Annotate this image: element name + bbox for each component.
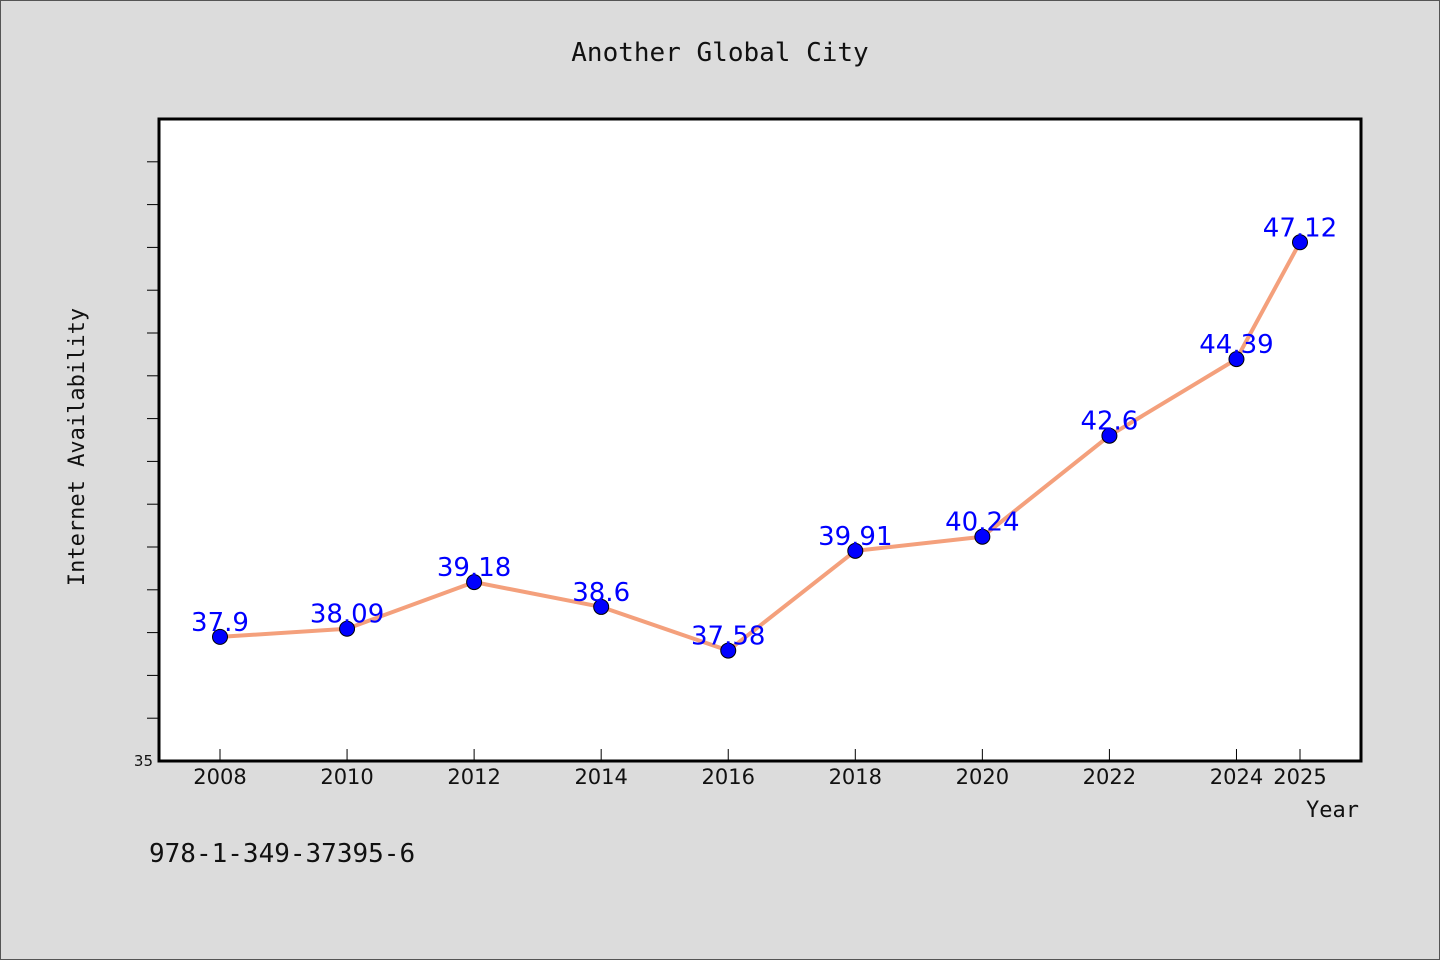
plot-area (157, 117, 1363, 763)
data-point (212, 628, 228, 645)
data-label: 44.39 (1199, 330, 1273, 360)
x-axis-label: Year (1306, 798, 1359, 823)
series-line-group (218, 240, 1302, 653)
data-label: 37.9 (191, 608, 249, 638)
data-label: 38.09 (310, 600, 384, 630)
x-tick-label: 2016 (702, 765, 755, 789)
data-point (1101, 427, 1118, 444)
x-axis-ticks (219, 749, 1301, 761)
data-label: 39.91 (818, 522, 892, 552)
x-tick-label: 2014 (574, 765, 627, 789)
isbn-footer: 978-1-349-37395-6 (149, 839, 415, 869)
data-markers (212, 234, 1308, 659)
data-point (847, 542, 864, 559)
data-label: 39.18 (437, 553, 511, 583)
data-point (974, 528, 991, 545)
data-label: 40.24 (945, 508, 1019, 538)
data-point (1228, 351, 1245, 368)
x-axis-tick-labels: 2008 2010 2012 2014 2016 2018 2020 2022 2024 2025 (193, 765, 1326, 789)
data-label: 37.58 (691, 622, 765, 652)
x-tick-label: 2024 (1210, 765, 1263, 789)
x-tick-label: 2020 (956, 765, 1009, 789)
x-tick-label: 2010 (320, 765, 373, 789)
data-point (1292, 234, 1308, 251)
data-label: 38.6 (572, 578, 630, 608)
x-tick-label: 2025 (1273, 765, 1326, 789)
x-tick-label: 2018 (829, 765, 882, 789)
y-axis-label: Internet Availability (65, 308, 90, 586)
data-point (339, 620, 356, 637)
data-point (593, 598, 610, 615)
chart-title: Another Global City (571, 38, 868, 68)
x-tick-label: 2012 (447, 765, 500, 789)
x-tick-label: 2022 (1083, 765, 1136, 789)
data-point (466, 574, 483, 591)
y-axis-ticks (147, 161, 159, 719)
data-label: 42.6 (1080, 407, 1138, 437)
x-tick-label: 2008 (193, 765, 246, 789)
data-labels: 37.9 38.09 39.18 38.6 37.58 39.91 40.24 42.6 44.… (191, 213, 1337, 651)
data-label: 47.12 (1263, 213, 1337, 243)
data-point (720, 642, 737, 659)
series-line (218, 240, 1302, 653)
y-axis-min-label: 35 (134, 752, 153, 770)
